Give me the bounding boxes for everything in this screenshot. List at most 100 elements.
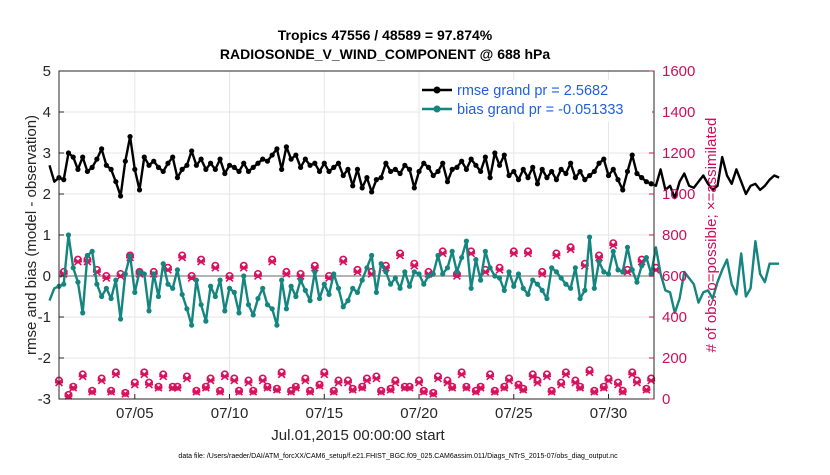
y-tick-label-left: -1 [38, 309, 51, 326]
obs-assimilated-marker [258, 376, 267, 385]
obs-possible-marker [263, 382, 272, 391]
bias-point [563, 281, 569, 287]
rmse-point [397, 170, 403, 177]
obs-possible-marker [178, 251, 187, 260]
rmse-point [155, 164, 162, 170]
obs-possible-marker [542, 370, 551, 379]
rmse-point [610, 166, 616, 172]
rmse-point [75, 166, 81, 172]
y-tick-label-left: 1 [43, 227, 51, 244]
obs-assimilated-marker [244, 378, 253, 387]
rmse-point [534, 181, 541, 187]
bias-point [648, 271, 654, 277]
obs-assimilated-marker [173, 383, 182, 392]
rmse-point [568, 160, 574, 166]
obs-assimilated-marker [253, 272, 262, 280]
obs-assimilated-marker [405, 383, 414, 392]
rmse-point [141, 154, 147, 160]
obs-possible-marker [268, 255, 277, 264]
obs-assimilated-marker [121, 389, 130, 398]
obs-possible-marker [618, 386, 627, 395]
obs-assimilated-marker [585, 368, 594, 377]
rmse-point [359, 185, 365, 191]
obs-possible-marker [244, 376, 253, 385]
obs-possible-marker [362, 374, 371, 383]
obs-possible-marker [258, 374, 267, 383]
obs-assimilated-marker [315, 381, 324, 390]
rmse-point [563, 170, 569, 177]
obs-possible-marker [121, 388, 130, 397]
obs-assimilated-marker [523, 249, 532, 258]
x-tick-label: 07/15 [306, 405, 344, 422]
obs-assimilated-marker [211, 263, 220, 272]
bias-point [539, 287, 545, 293]
obs-assimilated-marker [618, 387, 627, 396]
obs-possible-marker [310, 261, 319, 270]
bias-point [141, 271, 147, 277]
obs-assimilated-marker [107, 387, 116, 396]
x-axis-label: Jul.01,2015 00:00:00 start [271, 427, 445, 444]
rmse-point [94, 156, 100, 162]
obs-possible-marker [476, 382, 485, 391]
bias-point [61, 281, 67, 287]
bias-point [340, 304, 346, 310]
bias-point [170, 285, 176, 291]
bias-point [601, 269, 607, 275]
obs-possible-marker [320, 368, 329, 377]
bias-point [326, 291, 332, 298]
y-tick-label-right: 200 [662, 350, 687, 367]
obs-assimilated-marker [495, 265, 504, 274]
obs-assimilated-marker [419, 387, 428, 396]
rmse-point [520, 166, 526, 172]
y-axis-right-label: # of obs: o=possible; ×=assimilated [703, 118, 720, 353]
bias-point [321, 281, 327, 287]
obs-possible-marker [64, 390, 73, 399]
obs-assimilated-marker [547, 387, 556, 396]
obs-assimilated-marker [415, 378, 424, 387]
obs-possible-marker [225, 271, 234, 280]
y-axis-left-label: rmse and bias (model - observation) [23, 115, 40, 355]
obs-possible-marker [523, 247, 532, 256]
bias-point [525, 291, 531, 298]
bias-point [345, 298, 351, 304]
obs-possible-marker [505, 374, 514, 383]
rmse-point [558, 166, 564, 172]
bias-point [643, 254, 650, 261]
obs-assimilated-marker [272, 385, 281, 394]
bias-point [155, 293, 162, 300]
bias-point [388, 281, 394, 287]
rmse-point [624, 168, 631, 175]
obs-assimilated-marker [102, 274, 111, 283]
rmse-point [634, 170, 640, 177]
obs-assimilated-marker [642, 385, 651, 394]
rmse-point [596, 160, 602, 166]
bias-point [217, 277, 223, 283]
obs-assimilated-marker [182, 374, 191, 383]
rmse-point [236, 168, 242, 175]
bias-point [492, 273, 498, 279]
bias-point [250, 312, 256, 318]
bias-point [582, 287, 588, 293]
rmse-point [369, 189, 375, 195]
rmse-point [525, 175, 531, 181]
obs-assimilated-marker [296, 272, 305, 280]
y-tick-label-left: 5 [43, 63, 51, 80]
bias-point [127, 252, 133, 259]
bias-point [298, 277, 304, 283]
bias-point [506, 269, 512, 275]
obs-assimilated-marker [542, 372, 551, 381]
rmse-point [392, 166, 398, 172]
obs-possible-marker [140, 368, 149, 377]
obs-possible-marker [197, 255, 206, 264]
bias-point [316, 295, 323, 302]
obs-possible-marker [192, 386, 201, 395]
obs-assimilated-marker [433, 374, 442, 383]
rmse-point [65, 150, 72, 156]
obs-count-markers [54, 239, 660, 400]
obs-assimilated-marker [291, 383, 300, 392]
obs-assimilated-marker [348, 385, 357, 394]
bias-point [184, 306, 190, 312]
rmse-point [70, 154, 76, 160]
rmse-point [217, 156, 223, 162]
y-tick-label-left: 4 [43, 104, 51, 121]
